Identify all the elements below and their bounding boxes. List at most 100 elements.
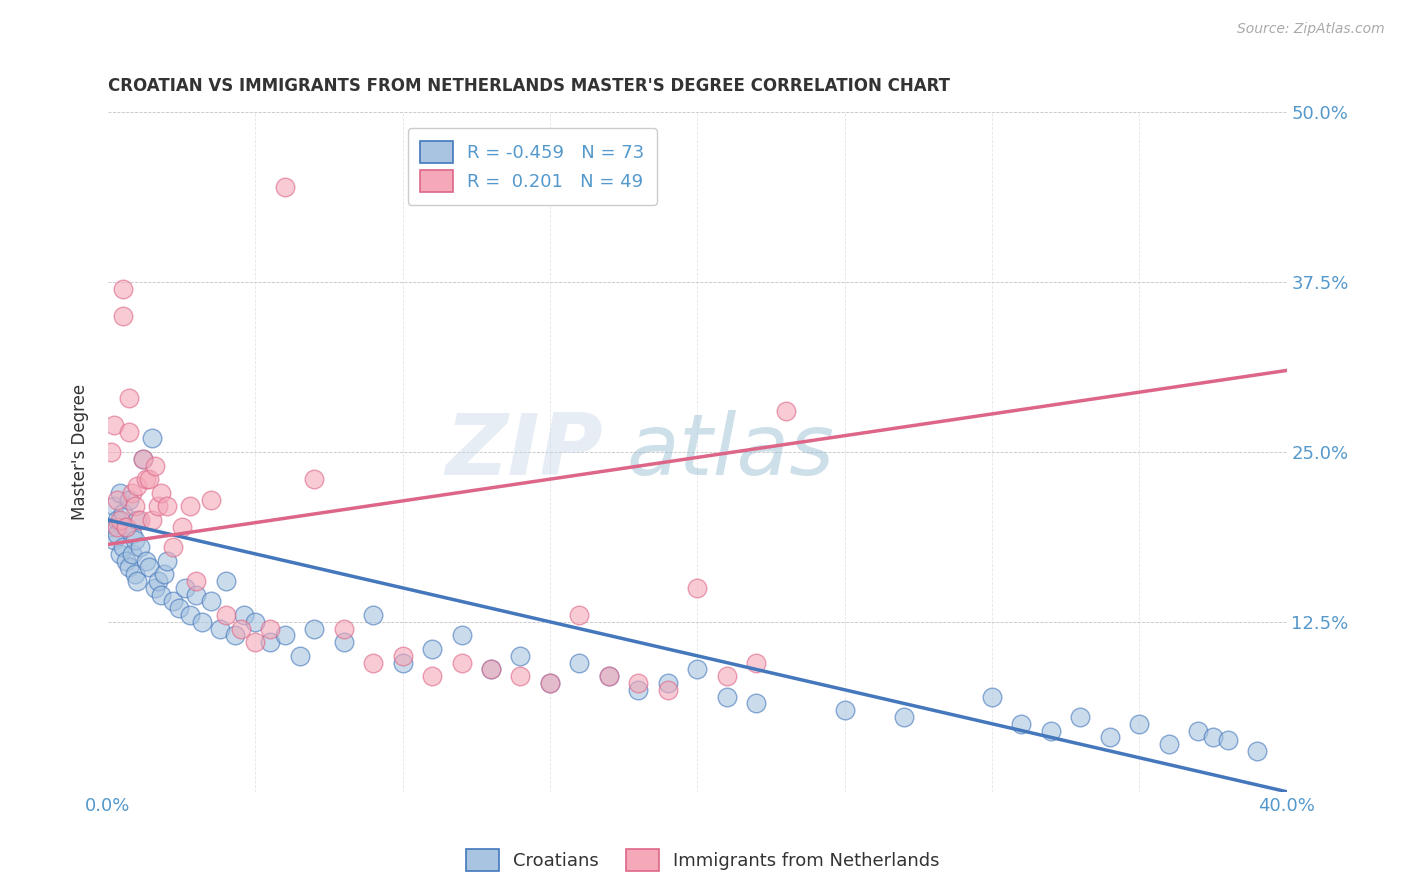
Point: [686, 662, 709, 676]
Point: [173, 581, 195, 595]
Point: [598, 669, 620, 683]
Point: [716, 669, 738, 683]
Point: [146, 574, 169, 588]
Point: [105, 526, 128, 541]
Point: [105, 519, 128, 533]
Text: ZIP: ZIP: [446, 410, 603, 493]
Point: [114, 554, 136, 568]
Point: [1039, 723, 1062, 738]
Point: [1157, 737, 1180, 751]
Point: [657, 676, 679, 690]
Point: [124, 500, 146, 514]
Point: [150, 485, 173, 500]
Point: [150, 588, 173, 602]
Point: [121, 547, 143, 561]
Point: [111, 282, 134, 296]
Point: [111, 540, 134, 554]
Point: [259, 635, 281, 649]
Point: [179, 608, 201, 623]
Point: [450, 656, 472, 670]
Y-axis label: Master's Degree: Master's Degree: [72, 384, 89, 520]
Point: [105, 513, 128, 527]
Point: [538, 676, 561, 690]
Point: [229, 622, 252, 636]
Point: [200, 492, 222, 507]
Point: [479, 662, 502, 676]
Point: [568, 608, 591, 623]
Point: [170, 519, 193, 533]
Point: [775, 404, 797, 418]
Point: [108, 513, 131, 527]
Point: [745, 656, 768, 670]
Point: [135, 472, 157, 486]
Point: [162, 594, 184, 608]
Point: [179, 500, 201, 514]
Point: [1246, 744, 1268, 758]
Point: [893, 710, 915, 724]
Point: [479, 662, 502, 676]
Point: [108, 547, 131, 561]
Point: [200, 594, 222, 608]
Point: [138, 560, 160, 574]
Point: [127, 479, 149, 493]
Point: [245, 615, 267, 629]
Point: [304, 472, 326, 486]
Point: [420, 669, 443, 683]
Point: [716, 690, 738, 704]
Point: [129, 513, 152, 527]
Text: atlas: atlas: [627, 410, 835, 493]
Point: [224, 628, 246, 642]
Legend: Croatians, Immigrants from Netherlands: Croatians, Immigrants from Netherlands: [460, 842, 946, 879]
Point: [361, 656, 384, 670]
Point: [111, 506, 134, 520]
Point: [114, 519, 136, 533]
Point: [132, 451, 155, 466]
Point: [124, 567, 146, 582]
Point: [215, 574, 238, 588]
Point: [121, 526, 143, 541]
Point: [105, 492, 128, 507]
Point: [332, 622, 354, 636]
Point: [509, 648, 531, 663]
Point: [274, 180, 297, 194]
Text: Source: ZipAtlas.com: Source: ZipAtlas.com: [1237, 22, 1385, 37]
Point: [146, 500, 169, 514]
Point: [127, 574, 149, 588]
Point: [162, 540, 184, 554]
Point: [103, 533, 125, 548]
Point: [361, 608, 384, 623]
Point: [259, 622, 281, 636]
Point: [141, 431, 163, 445]
Point: [156, 500, 179, 514]
Point: [1098, 731, 1121, 745]
Point: [117, 560, 139, 574]
Point: [111, 309, 134, 323]
Point: [100, 445, 122, 459]
Point: [108, 485, 131, 500]
Point: [129, 540, 152, 554]
Point: [208, 622, 231, 636]
Point: [117, 391, 139, 405]
Point: [121, 485, 143, 500]
Point: [981, 690, 1004, 704]
Point: [509, 669, 531, 683]
Point: [186, 574, 208, 588]
Point: [274, 628, 297, 642]
Legend: R = -0.459   N = 73, R =  0.201   N = 49: R = -0.459 N = 73, R = 0.201 N = 49: [408, 128, 657, 204]
Point: [627, 682, 650, 697]
Point: [304, 622, 326, 636]
Point: [124, 533, 146, 548]
Point: [420, 642, 443, 657]
Point: [1187, 723, 1209, 738]
Point: [103, 500, 125, 514]
Point: [100, 519, 122, 533]
Point: [1216, 733, 1239, 747]
Point: [245, 635, 267, 649]
Point: [186, 588, 208, 602]
Point: [156, 554, 179, 568]
Point: [538, 676, 561, 690]
Text: CROATIAN VS IMMIGRANTS FROM NETHERLANDS MASTER'S DEGREE CORRELATION CHART: CROATIAN VS IMMIGRANTS FROM NETHERLANDS …: [108, 78, 950, 95]
Point: [288, 648, 311, 663]
Point: [1010, 716, 1032, 731]
Point: [135, 554, 157, 568]
